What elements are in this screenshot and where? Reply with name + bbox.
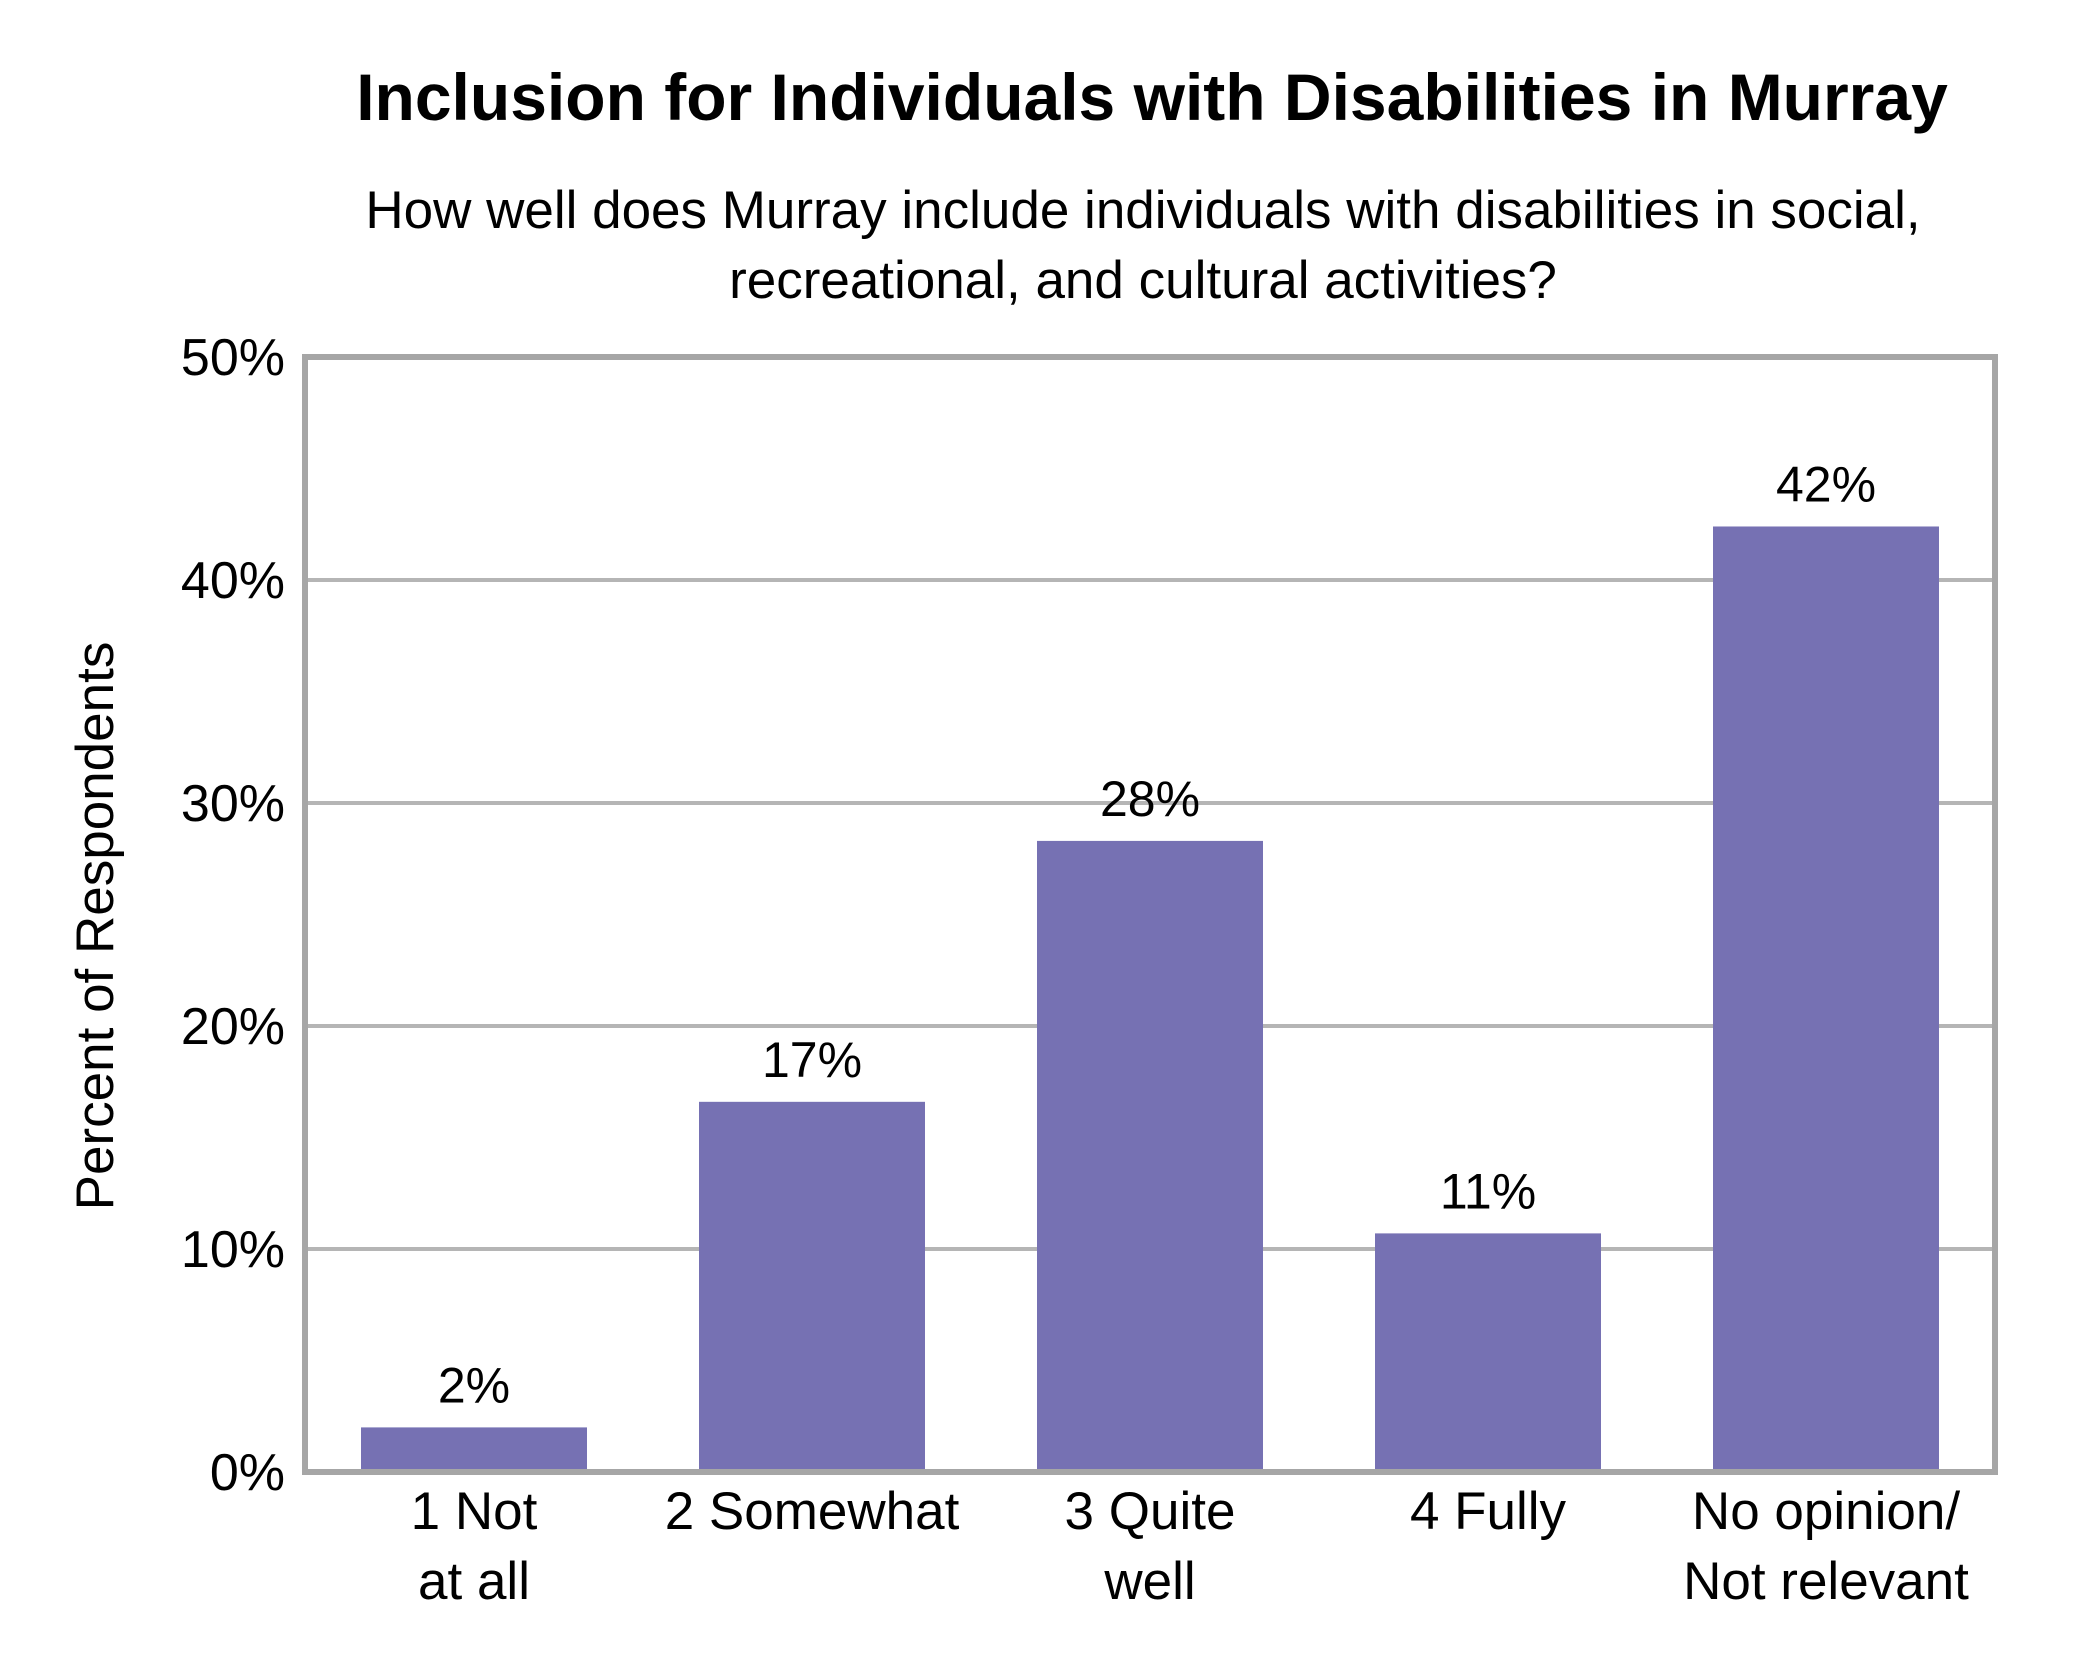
data-label-1: 17%: [762, 1032, 862, 1088]
y-axis-ticks: 0% 10% 20% 30% 40% 50%: [181, 329, 285, 1502]
category-label-2-line-1: well: [1103, 1552, 1195, 1611]
y-tick-label: 30%: [181, 775, 285, 833]
x-axis-categories: 1 Not at all 2 Somewhat 3 Quite well 4 Fully N…: [411, 1482, 1969, 1611]
category-label-1-line-0: 2 Somewhat: [665, 1482, 960, 1541]
y-axis-title: Percent of Respondents: [66, 642, 125, 1211]
data-label-3: 11%: [1440, 1163, 1536, 1219]
category-label-2-line-0: 3 Quite: [1065, 1482, 1236, 1541]
chart-title: Inclusion for Individuals with Disabilit…: [356, 60, 1948, 134]
bar-4: [1713, 526, 1939, 1472]
data-label-4: 42%: [1776, 456, 1876, 512]
bar-1: [699, 1101, 925, 1472]
y-tick-label: 10%: [181, 1221, 285, 1279]
y-tick-label: 40%: [181, 552, 285, 610]
category-label-4-line-0: No opinion/: [1692, 1482, 1960, 1541]
y-tick-label: 50%: [181, 329, 285, 387]
category-label-0-line-0: 1 Not: [411, 1482, 538, 1541]
y-tick-label: 20%: [181, 998, 285, 1056]
bars: [361, 526, 1939, 1472]
y-tick-label: 0%: [210, 1444, 285, 1502]
data-label-0: 2%: [438, 1357, 510, 1413]
plot-frame: [302, 354, 1998, 1475]
chart-subtitle-line-2: recreational, and cultural activities?: [729, 251, 1557, 310]
bar-2: [1037, 840, 1263, 1472]
data-label-2: 28%: [1100, 771, 1200, 827]
bar-3: [1375, 1233, 1601, 1472]
category-label-3-line-0: 4 Fully: [1410, 1482, 1567, 1541]
category-label-0-line-1: at all: [418, 1552, 530, 1611]
bar-0: [361, 1427, 587, 1472]
chart-subtitle-line-1: How well does Murray include individuals…: [365, 181, 1920, 240]
data-labels: 2% 17% 28% 11% 42%: [438, 456, 1876, 1413]
category-label-4-line-1: Not relevant: [1683, 1552, 1969, 1611]
